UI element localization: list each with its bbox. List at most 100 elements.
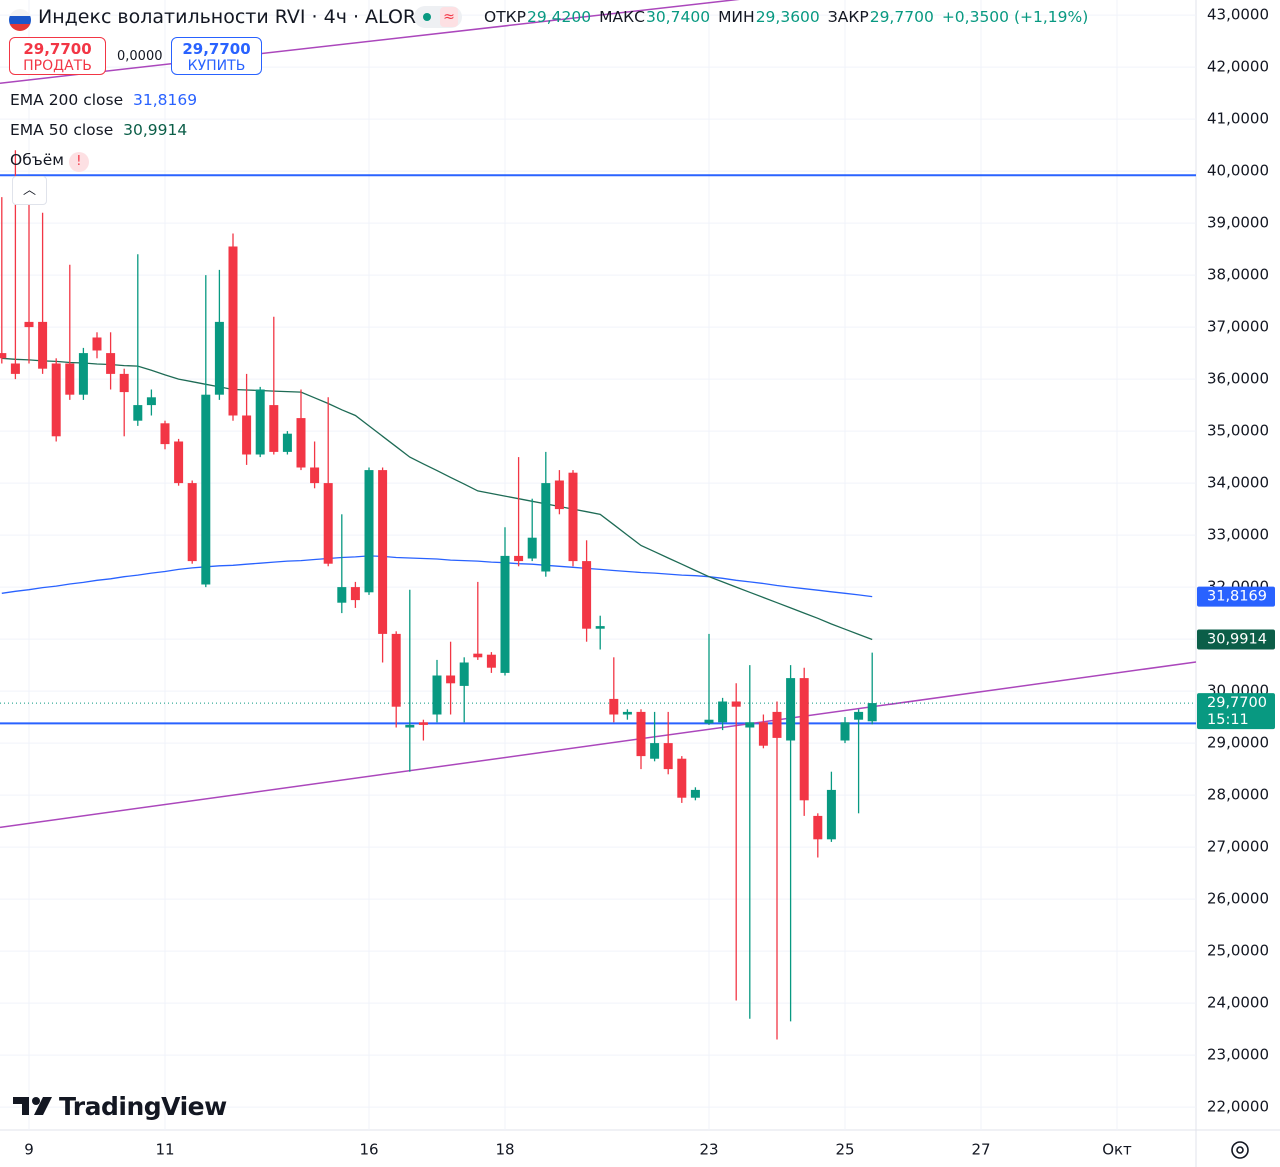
indicator-ema200[interactable]: EMA 200 close 31,8169 — [10, 90, 197, 110]
price-label-box — [1197, 586, 1275, 607]
y-tick-label: 40,0000 — [1207, 162, 1269, 180]
candle-body — [24, 321, 34, 328]
x-tick-label: 25 — [835, 1141, 854, 1159]
candle-body — [187, 483, 197, 562]
y-tick-label: 22,0000 — [1207, 1098, 1269, 1116]
candle-body — [282, 433, 292, 452]
buy-button[interactable]: 29,7700 КУПИТЬ — [171, 37, 262, 75]
ohlc-value: 29,4200 — [527, 8, 592, 26]
price-label: 30,9914 — [1207, 632, 1267, 648]
candle-body — [174, 441, 184, 484]
ohlc-value: 29,7700 — [869, 8, 934, 26]
indicator-value: 31,8169 — [133, 91, 198, 109]
tradingview-logo: TradingView — [13, 1092, 227, 1121]
x-tick-label: 11 — [155, 1141, 174, 1159]
price-label: 31,8169 — [1207, 589, 1267, 605]
candle-body — [405, 724, 415, 728]
candle-body — [201, 394, 211, 585]
candle-body — [418, 722, 428, 725]
candle-body — [310, 467, 320, 484]
candle-body — [677, 758, 687, 798]
buy-price: 29,7700 — [182, 40, 251, 58]
symbol-title: Индекс волатильности RVI · 4ч · ALOR — [38, 6, 417, 28]
candle-body — [364, 470, 374, 593]
plot-area — [0, 0, 1196, 1040]
indicator-name: EMA 200 close — [10, 91, 124, 109]
candle-body — [391, 633, 401, 707]
price-label-box — [1197, 629, 1275, 650]
candle-body — [337, 587, 347, 603]
candle-body — [514, 555, 524, 562]
candle-body — [160, 423, 170, 445]
y-tick-label: 27,0000 — [1207, 838, 1269, 856]
candle-body — [323, 483, 333, 564]
y-tick-label: 36,0000 — [1207, 370, 1269, 388]
candle-body — [568, 472, 578, 562]
candle-body — [541, 483, 551, 572]
indicator-name: Объём — [10, 151, 64, 169]
candle-body — [269, 405, 279, 452]
indicator-warning: ! — [68, 152, 89, 172]
candle-body — [92, 337, 102, 351]
sell-price: 29,7700 — [23, 40, 92, 58]
candle-body — [38, 321, 48, 369]
sell-label: ПРОДАТЬ — [23, 58, 92, 74]
ohlc-label: МИН — [718, 8, 755, 26]
candle-body — [255, 389, 265, 455]
y-tick-label: 33,0000 — [1207, 526, 1269, 544]
status-pill[interactable]: ≈ — [414, 6, 462, 28]
candle-body — [133, 405, 143, 421]
settings-icon-center — [1236, 1146, 1244, 1154]
indicator-ema50[interactable]: EMA 50 close 30,9914 — [10, 120, 187, 140]
y-tick-label: 29,0000 — [1207, 734, 1269, 752]
price-label-box — [1197, 693, 1275, 730]
ohlc-label: ОТКР — [484, 8, 527, 26]
buy-label: КУПИТЬ — [187, 58, 246, 74]
indicator-value: 30,9914 — [123, 121, 188, 139]
y-tick-label: 43,0000 — [1207, 6, 1269, 24]
candle-body — [51, 363, 61, 437]
ema-line — [1, 555, 873, 598]
y-tick-label: 35,0000 — [1207, 422, 1269, 440]
sell-button[interactable]: 29,7700 ПРОДАТЬ — [9, 37, 106, 75]
candle-body — [731, 701, 741, 707]
price-axis: 22,0000 23,0000 24,0000 25,0000 26,0000 27,00… — [24, 6, 1275, 1159]
y-tick-label: 37,0000 — [1207, 318, 1269, 336]
y-tick-label: 41,0000 — [1207, 110, 1269, 128]
market-open-dot — [423, 13, 431, 21]
collapse-button[interactable]: ︿ — [12, 176, 47, 205]
ohlc-value: 30,7400 — [645, 8, 711, 26]
indicator-volume[interactable]: Объём ! — [10, 150, 89, 172]
y-tick-label: 23,0000 — [1207, 1046, 1269, 1064]
candle-body — [690, 789, 700, 798]
candle-body — [446, 675, 456, 684]
x-tick-label: 27 — [971, 1141, 990, 1159]
candle-body — [718, 701, 728, 723]
y-tick-label: 25,0000 — [1207, 942, 1269, 960]
candle-body — [65, 363, 75, 395]
candle-body — [119, 373, 129, 393]
candle-body — [622, 711, 632, 715]
candle-body — [459, 662, 469, 686]
candle-body — [636, 711, 646, 757]
indicator-name: EMA 50 close — [10, 121, 114, 139]
candle-body — [106, 353, 116, 374]
candle-body — [758, 722, 768, 746]
candle-body — [228, 246, 238, 416]
candle-body — [609, 698, 619, 715]
y-tick-label: 26,0000 — [1207, 890, 1269, 908]
candle-body — [786, 678, 796, 741]
candle-body — [772, 711, 782, 738]
x-tick-label: 9 — [24, 1141, 34, 1159]
settings-icon[interactable] — [1231, 1141, 1249, 1159]
price-label-time: 15:11 — [1207, 712, 1249, 728]
candle-body — [799, 678, 809, 801]
candle-body — [242, 415, 252, 455]
candle-body — [554, 480, 564, 510]
candle-body — [486, 654, 496, 668]
candle-body — [214, 321, 224, 395]
candle-body — [146, 397, 156, 406]
ohlc-change: +0,3500 (+1,19%) — [941, 8, 1089, 26]
